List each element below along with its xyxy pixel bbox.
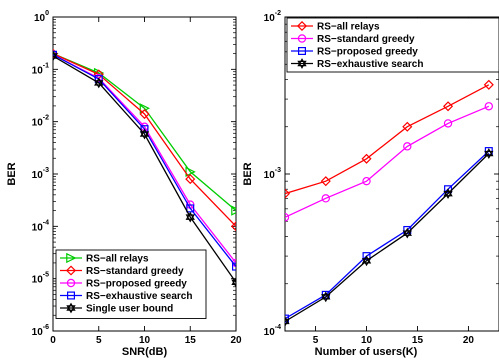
data-point xyxy=(483,79,494,90)
series-line xyxy=(285,150,490,320)
chart-1: 100 10-1 10-2 10-3 10-4 10-5 10-60 5 10 15 20 SNR(d… xyxy=(6,10,242,358)
data-point xyxy=(53,50,58,62)
series-line xyxy=(53,55,236,283)
legend-label: RS−standard greedy xyxy=(317,34,415,45)
y-tick-label: 10-4 xyxy=(264,324,281,338)
data-point xyxy=(285,213,290,222)
series-line xyxy=(285,84,490,195)
data-point xyxy=(402,121,413,132)
legend-label: RS−all relays xyxy=(317,22,380,33)
data-point xyxy=(185,166,196,178)
legend-label: RS−all relays xyxy=(86,254,149,265)
legend-marker xyxy=(66,302,76,314)
series-layer xyxy=(53,48,236,288)
data-point xyxy=(361,255,372,267)
x-tick-label: 20 xyxy=(230,335,242,346)
y-tick-label: 10-5 xyxy=(32,272,49,286)
legend-marker xyxy=(65,265,77,276)
x-tick-label: 0 xyxy=(50,335,56,346)
series-line xyxy=(285,153,490,323)
x-tick-label: 10 xyxy=(139,335,151,346)
data-point xyxy=(230,221,236,232)
data-point xyxy=(362,176,371,186)
y-axis-label: BER xyxy=(6,162,18,185)
y-tick-label: 10-3 xyxy=(32,167,49,181)
data-point xyxy=(231,276,236,288)
legend-box xyxy=(55,249,207,319)
legend-marker xyxy=(66,252,77,264)
data-point xyxy=(320,176,331,187)
data-point xyxy=(285,316,290,327)
data-point xyxy=(285,314,290,323)
data-point xyxy=(443,188,453,200)
chart-2: 10-2 10-3 10-4 5 10 15 20 Number of users(K) BER… xyxy=(242,10,499,358)
data-point xyxy=(139,108,150,120)
x-axis-label: Number of users(K) xyxy=(315,346,418,358)
legend-label: RS−exhaustive search xyxy=(86,291,192,302)
data-point xyxy=(442,101,454,112)
legend-label: RS−proposed greedy xyxy=(317,47,418,58)
data-point xyxy=(139,128,150,140)
series-line xyxy=(53,53,236,227)
legend-marker xyxy=(296,20,308,32)
data-point xyxy=(321,194,330,203)
data-point xyxy=(484,102,494,111)
legend-label: RS−exhaustive search xyxy=(317,59,423,70)
y-tick-label: 10-2 xyxy=(264,10,281,24)
data-point xyxy=(361,153,372,164)
x-tick-label: 5 xyxy=(96,335,102,346)
series-line xyxy=(53,54,236,268)
x-tick-label: 10 xyxy=(361,335,373,346)
x-axis-label: SNR(dB) xyxy=(122,346,168,358)
y-tick-label: 10-2 xyxy=(32,115,49,129)
y-tick-label: 100 xyxy=(34,10,49,24)
legend-marker xyxy=(297,58,307,69)
legend-label: Single user bound xyxy=(86,304,173,315)
y-tick-label: 10-6 xyxy=(32,324,49,338)
data-point xyxy=(285,188,291,199)
legend-marker xyxy=(297,34,307,43)
legend-box xyxy=(286,17,499,73)
data-point xyxy=(444,185,453,194)
series-layer xyxy=(285,79,494,327)
data-point xyxy=(231,205,236,216)
y-tick-label: 10-1 xyxy=(32,62,49,76)
y-tick-label: 10-3 xyxy=(264,167,281,181)
data-point xyxy=(94,77,104,89)
data-point xyxy=(403,142,412,151)
y-axis-label: BER xyxy=(242,162,254,185)
series-line xyxy=(53,53,236,212)
data-point xyxy=(362,252,371,261)
x-tick-label: 15 xyxy=(185,335,197,346)
data-point xyxy=(321,291,331,303)
data-point xyxy=(443,119,453,128)
legend-label: RS−proposed greedy xyxy=(86,279,187,290)
legend-marker xyxy=(66,291,75,300)
data-point xyxy=(185,211,195,223)
series-line xyxy=(285,105,490,218)
y-tick-label: 10-4 xyxy=(32,219,49,233)
x-tick-label: 15 xyxy=(412,335,424,346)
x-tick-label: 5 xyxy=(313,335,319,346)
data-point xyxy=(232,262,236,271)
legend-marker xyxy=(66,278,76,288)
data-point xyxy=(402,227,412,239)
x-tick-label: 20 xyxy=(463,335,475,346)
legend-label: RS−standard greedy xyxy=(86,266,184,277)
data-point xyxy=(484,148,494,159)
data-point xyxy=(185,174,196,185)
legend-marker xyxy=(298,46,307,55)
